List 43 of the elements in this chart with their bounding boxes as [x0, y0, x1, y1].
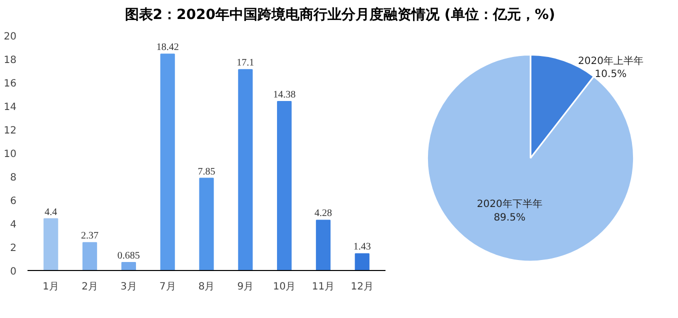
x-tick-label: 11月: [312, 282, 335, 292]
data-label: 1.43: [353, 242, 371, 253]
data-label: 4.4: [44, 206, 58, 218]
y-tick-label: 4: [10, 220, 17, 230]
x-tick-label: 9月: [237, 282, 254, 292]
data-label: 14.38: [273, 90, 296, 101]
y-tick-label: 0: [10, 266, 17, 278]
y-tick-label: 16: [4, 78, 17, 90]
data-label: 18.42: [156, 42, 179, 54]
data-label: 89.5%: [494, 212, 526, 224]
data-label: 2.37: [81, 230, 99, 242]
bar: [316, 220, 331, 270]
y-tick-label: 10: [4, 149, 17, 160]
y-tick-label: 8: [10, 172, 17, 184]
data-label: 0.685: [117, 250, 140, 262]
y-tick-label: 20: [4, 32, 17, 42]
bar: [44, 218, 58, 270]
x-tick-label: 10月: [272, 282, 296, 292]
y-tick-label: 6: [10, 196, 17, 207]
data-label: 7.85: [198, 166, 216, 178]
y-tick-label: 2: [10, 243, 17, 254]
data-label: 4.28: [314, 208, 332, 220]
x-tick-label: 7月: [159, 282, 176, 292]
x-tick-label: 1月: [42, 282, 60, 292]
data-label: 17.1: [236, 58, 254, 69]
x-tick-label: 12月: [350, 282, 374, 292]
bar: [277, 101, 292, 270]
chart-title: 图表2：2020年中国跨境电商行业分月度融资情况 (单位：亿元，%): [124, 6, 556, 25]
bar: [160, 54, 175, 270]
bar: [199, 178, 214, 270]
bar: [121, 262, 136, 270]
x-tick-label: 8月: [198, 282, 215, 292]
y-tick-label: 18: [4, 55, 17, 66]
slice-label: 2020年上半年: [578, 54, 644, 67]
data-label: 10.5%: [594, 69, 627, 80]
slice-label: 2020年下半年: [476, 198, 542, 210]
x-tick-label: 2月: [82, 282, 98, 292]
bar: [82, 242, 98, 270]
bar: [238, 69, 253, 270]
bar: [354, 253, 370, 270]
y-tick-label: 14: [4, 102, 17, 113]
x-tick-label: 3月: [120, 282, 137, 292]
y-tick-label: 12: [4, 126, 17, 136]
